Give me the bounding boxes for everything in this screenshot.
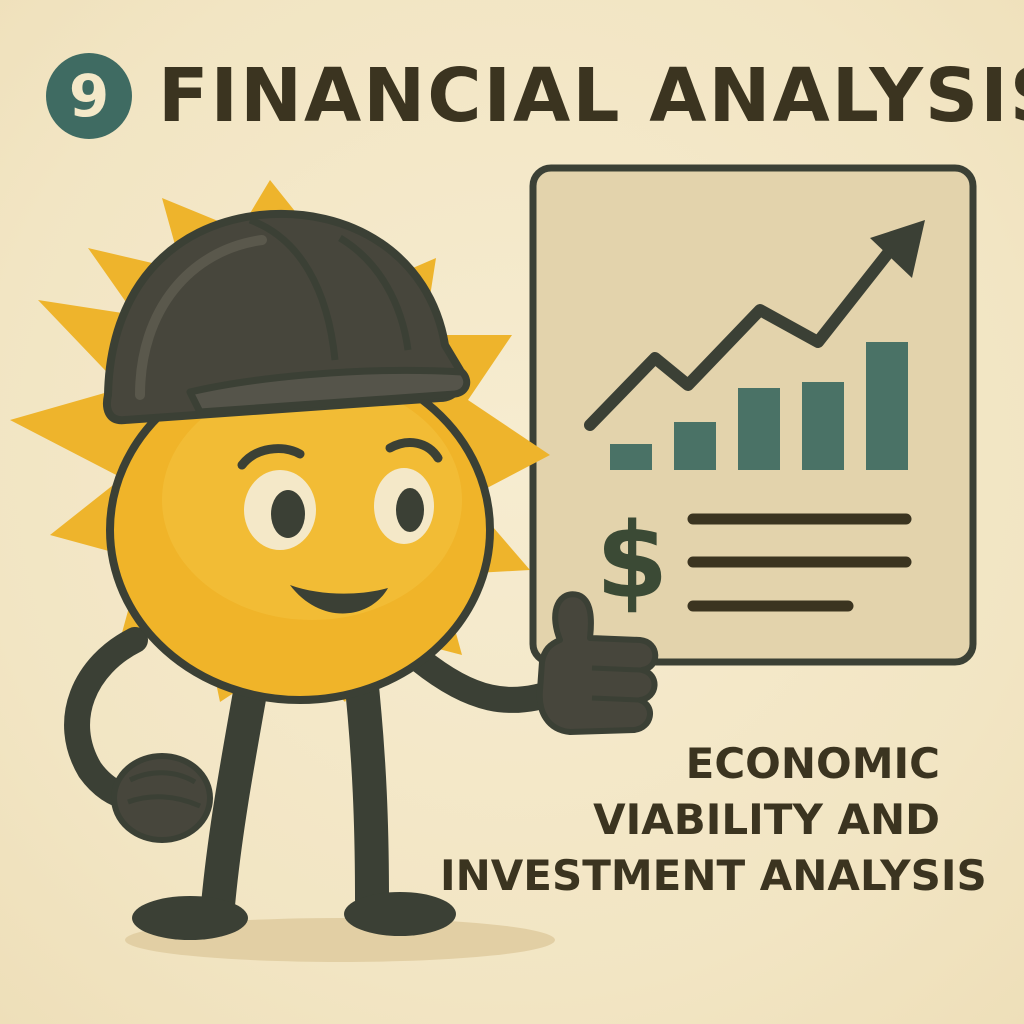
left-fist: [111, 753, 213, 843]
trend-arrow-head-icon: [870, 220, 925, 278]
caption-line-2: VIABILITY AND: [593, 795, 940, 844]
step-number-badge: 9: [46, 53, 132, 139]
right-shoe: [344, 892, 456, 936]
chart-bar-3: [738, 388, 780, 470]
right-eyebrow: [385, 438, 443, 463]
left-shoe: [132, 896, 248, 940]
dollar-sign-icon: $: [596, 500, 668, 622]
chart-bar-4: [802, 382, 844, 470]
caption-line-1: ECONOMIC: [685, 739, 940, 788]
smile: [290, 585, 388, 614]
trend-line: [584, 242, 898, 431]
chart-panel: $: [529, 164, 977, 666]
page-title: FINANCIAL ANALYSIS: [158, 53, 1024, 139]
legs: [132, 648, 456, 940]
caption: ECONOMIC VIABILITY AND INVESTMENT ANALYS…: [440, 736, 987, 904]
right-leg: [343, 651, 389, 917]
hard-hat-icon: [103, 210, 471, 425]
chart-bar-1: [610, 444, 652, 470]
sun-face: [106, 356, 494, 704]
left-leg: [201, 648, 272, 922]
chart-bar-5: [866, 342, 908, 470]
thumbs-up-hand-icon: [536, 591, 659, 735]
chart-bar-2: [674, 422, 716, 470]
caption-line-3: INVESTMENT ANALYSIS: [440, 851, 987, 900]
left-eyebrow: [237, 444, 305, 470]
